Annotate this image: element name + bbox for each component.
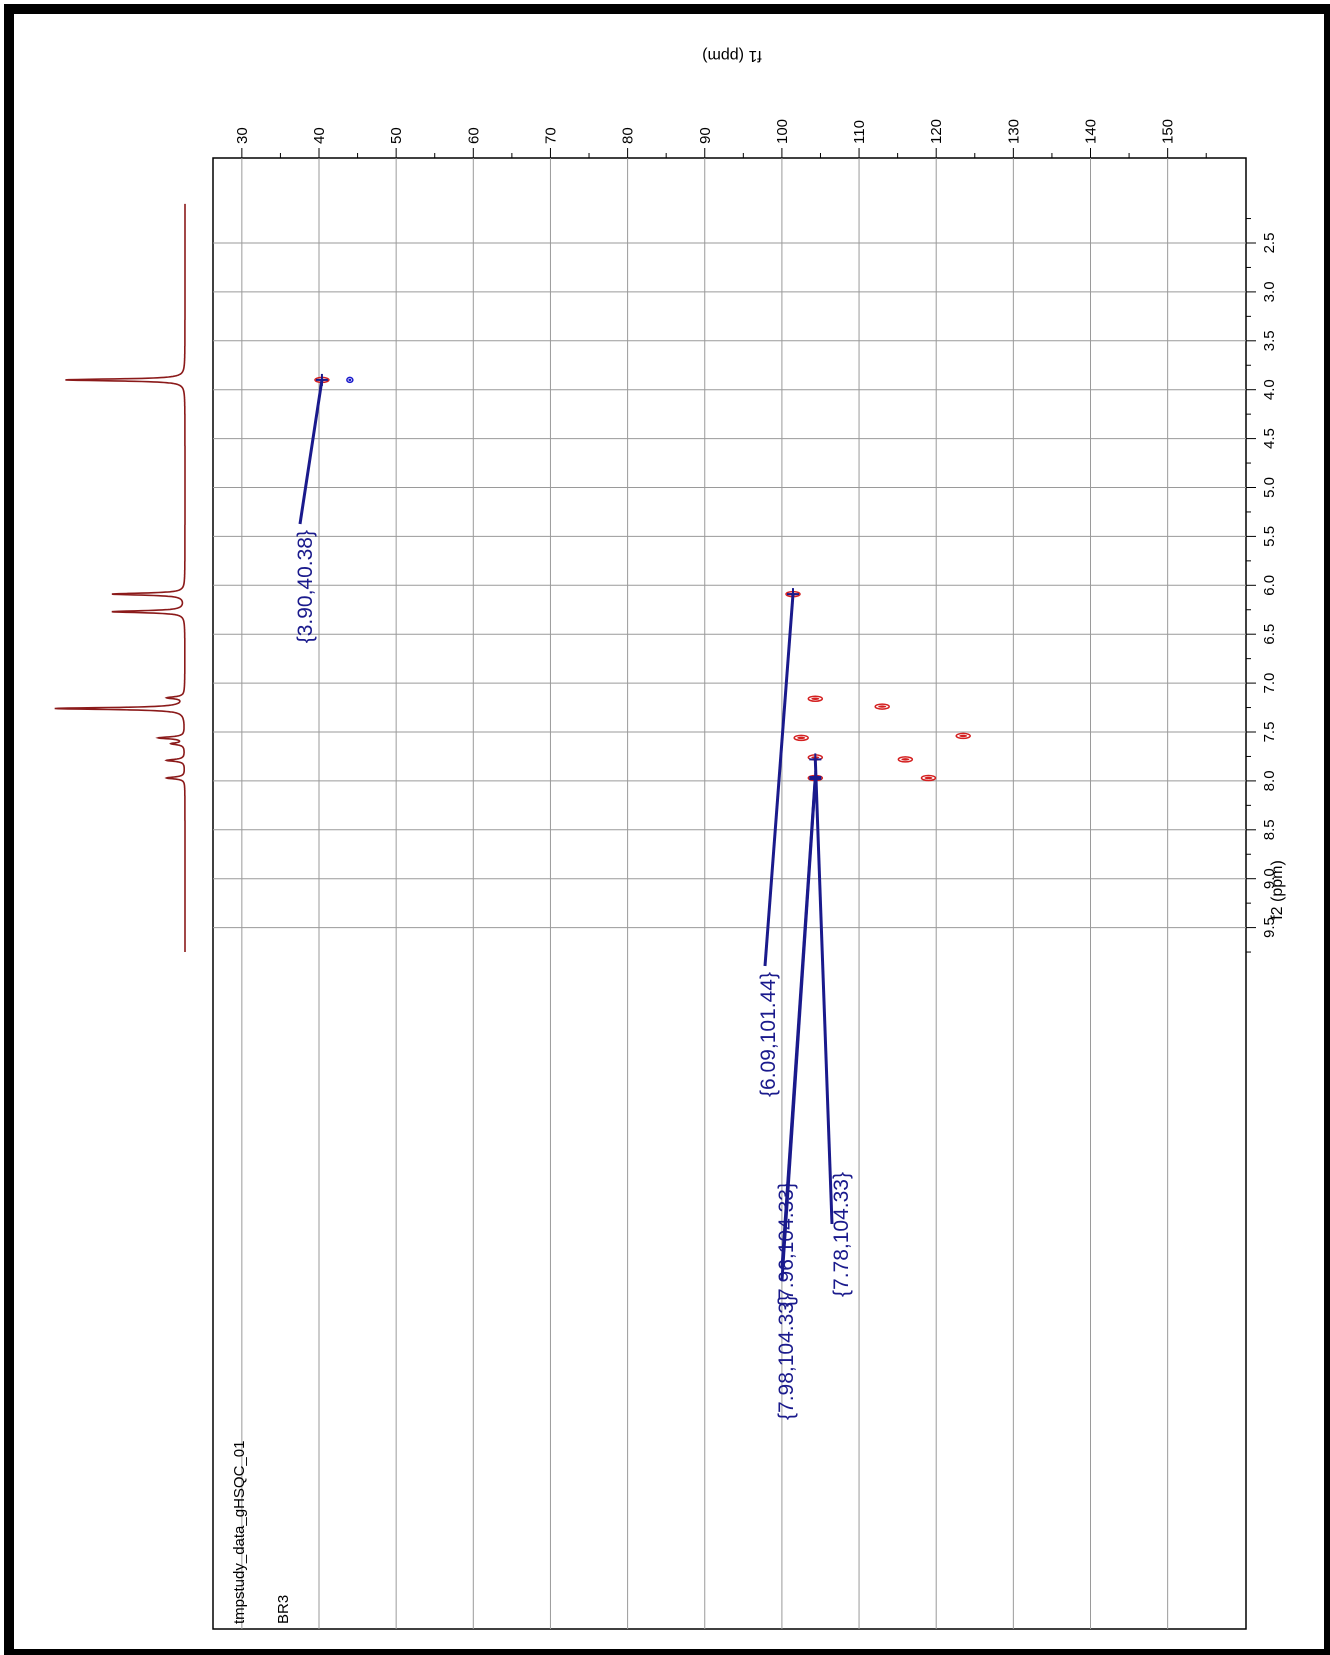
- f2-tick-label: 4.0: [1261, 379, 1278, 400]
- projection-trace: [54, 203, 186, 952]
- annotation-label: {3.90,40.38}: [294, 530, 317, 643]
- f2-tick-label: 2.5: [1261, 233, 1278, 254]
- f2-tick-label: 8.5: [1261, 819, 1278, 840]
- f1-tick-label: 80: [620, 127, 637, 144]
- annotation-label: {7.78,104.33}: [830, 1172, 853, 1297]
- cross-peak: [874, 703, 890, 710]
- cross-peak-core: [348, 378, 352, 382]
- f2-tick-label: 3.0: [1261, 281, 1278, 302]
- f2-tick-label: 9.0: [1261, 868, 1278, 889]
- annotation-label: {7.98,104.33}: [775, 1295, 798, 1420]
- f2-tick-label: 6.0: [1261, 575, 1278, 596]
- cross-peak: [807, 695, 824, 702]
- f2-tick-label: 4.5: [1261, 428, 1278, 449]
- cross-peak: [346, 376, 354, 384]
- f1-tick-label: 110: [851, 120, 868, 144]
- f1-tick-label: 30: [234, 127, 251, 144]
- sample-label: BR3: [275, 1595, 292, 1624]
- cross-peak-core: [924, 776, 933, 780]
- f1-tick-label: 60: [465, 127, 482, 144]
- f2-tick-label: 7.5: [1261, 722, 1278, 743]
- grid-lines: [213, 158, 1246, 1629]
- f1-tick-label: 140: [1083, 119, 1100, 144]
- f1-tick-label: 70: [542, 127, 559, 144]
- annotation-leader: [763, 593, 795, 967]
- f1-axis-title: f1 (ppm): [702, 47, 762, 64]
- cross-peak-core: [811, 697, 820, 700]
- cross-peak-core: [797, 736, 806, 740]
- f1-tick-label: 90: [697, 127, 714, 144]
- annotation-leader: [813, 759, 834, 1225]
- cross-peaks: [314, 376, 971, 782]
- cross-peak-core: [901, 758, 910, 761]
- cross-peak: [920, 774, 937, 782]
- annotation-label: {7.96,104.33}: [775, 1182, 798, 1307]
- axis-ticks: 30 40 50 60 70 80 90 100 110 120 130 140 150 2.5 3.0 3.…: [234, 119, 1278, 953]
- f2-tick-label: 5.5: [1261, 526, 1278, 547]
- f1-tick-label: 50: [388, 127, 405, 144]
- f2-tick-label: 8.0: [1261, 770, 1278, 791]
- f2-tick-label: 5.0: [1261, 477, 1278, 498]
- cross-peak-core: [959, 734, 968, 738]
- f2-tick-label: 7.0: [1261, 673, 1278, 694]
- f1-tick-label: 150: [1160, 119, 1177, 144]
- dataset-label: tmpstudy_data_gHSQC_01: [231, 1441, 248, 1624]
- cross-peak-core: [878, 705, 887, 708]
- f2-tick-label: 3.5: [1261, 330, 1278, 351]
- page-border: [4, 4, 1330, 1655]
- f1-tick-label: 130: [1005, 119, 1022, 144]
- annotation-leader: [780, 778, 817, 1281]
- f1-tick-label: 120: [928, 119, 945, 144]
- peak-annotations: {3.90,40.38}{6.09,101.44}{7.96,104.33} {7…: [294, 373, 853, 1420]
- f1-tick-label: 100: [774, 119, 791, 144]
- f2-tick-label: 9.5: [1261, 917, 1278, 938]
- annotation-label: {6.09,101.44}: [757, 972, 780, 1097]
- annotation-leader: [298, 379, 324, 525]
- proton-projection: [54, 203, 186, 952]
- f1-tick-label: 40: [311, 127, 328, 144]
- cross-peak: [897, 756, 914, 763]
- plot-frame: [212, 157, 1247, 1630]
- f2-axis-title: f2 (ppm): [1269, 860, 1286, 920]
- cross-peak: [793, 734, 809, 742]
- f2-tick-label: 6.5: [1261, 624, 1278, 645]
- cross-peak: [955, 732, 971, 740]
